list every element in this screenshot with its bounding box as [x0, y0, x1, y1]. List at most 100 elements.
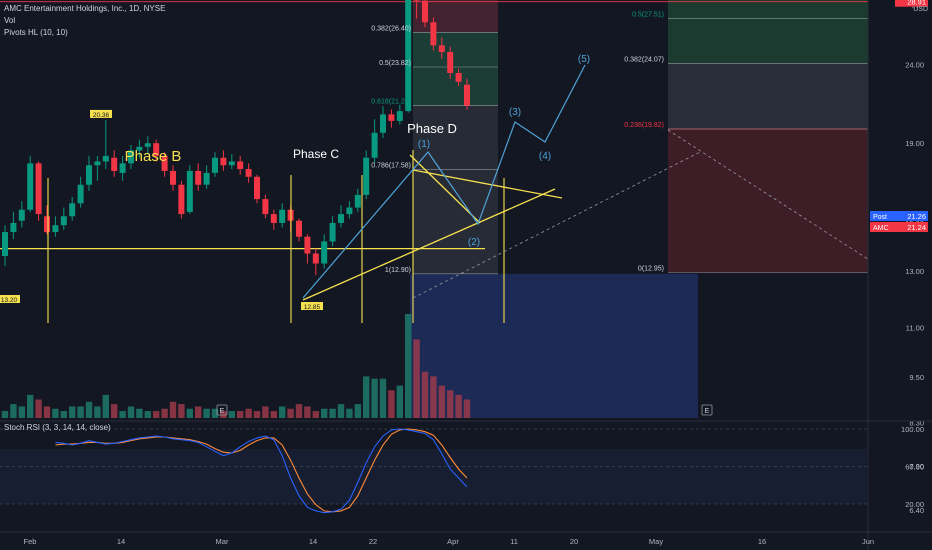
candle-body: [338, 214, 344, 223]
candle-body: [111, 157, 118, 171]
volume-bar: [413, 339, 420, 418]
candle-body: [237, 161, 244, 170]
volume-bar: [220, 411, 227, 418]
triangle-edge: [409, 154, 481, 224]
volume-bar: [312, 411, 319, 418]
price-tick: 6.40: [909, 506, 924, 515]
candle-body: [10, 222, 17, 233]
wave-label: (4): [539, 151, 551, 162]
fib-right-label: 0.236(19.82): [624, 122, 664, 129]
candle-body: [186, 170, 193, 212]
volume-bar: [144, 411, 151, 418]
volume-bar: [52, 408, 59, 418]
volume-bar: [295, 404, 303, 418]
volume-bar: [136, 408, 143, 418]
price-tick: 8.30: [909, 418, 924, 427]
fib-left-label: 0.786(17.58): [371, 162, 411, 169]
candle-body: [430, 22, 437, 46]
price-tag-label: 28.91: [907, 0, 926, 7]
candle-body: [86, 165, 92, 185]
candle-body: [388, 114, 395, 121]
candle-body: [262, 199, 269, 215]
volume-bar: [455, 394, 462, 418]
stoch-rsi-panel: 100.00 60.00 20.00: [0, 420, 932, 514]
level-lines-layer: [0, 1, 868, 275]
volume-bar: [69, 406, 76, 418]
fib-right-label: 0.382(24.07): [624, 56, 664, 63]
volume-bar: [18, 406, 25, 418]
volume-bar: [447, 390, 454, 418]
stoch-rsi-k-line: [55, 428, 468, 514]
earnings-marker-box: [701, 404, 713, 416]
pivot-tag-bg: [90, 109, 112, 118]
candle-body: [413, 0, 420, 1]
volume-bar: [329, 408, 336, 418]
candle-body: [346, 207, 353, 215]
time-tick: Apr: [447, 537, 459, 546]
price-tag-value: 21.24: [907, 223, 926, 232]
volume-bar: [421, 371, 429, 418]
candle-body: [220, 157, 227, 166]
time-tick: Mar: [216, 537, 229, 546]
pivot-tag-label: 20.36: [93, 112, 110, 119]
candle-body: [35, 163, 42, 215]
volume-bar: [388, 390, 395, 418]
candle-body: [396, 111, 403, 121]
currency-label[interactable]: USD: [913, 6, 928, 13]
volume-bar: [287, 408, 294, 418]
candle-body: [455, 72, 462, 82]
candle-body: [380, 114, 386, 133]
projection-zone-blue: [410, 273, 698, 418]
candle-body: [438, 45, 445, 53]
time-tick: 20: [570, 537, 578, 546]
chart-title: AMC Entertainment Holdings, Inc., 1D, NY…: [4, 4, 166, 13]
fib-left-label: 0.618(21.24): [371, 99, 411, 106]
volume-bar: [94, 406, 101, 418]
volume-bar: [161, 408, 168, 418]
time-tick: Feb: [24, 537, 37, 546]
candle-body: [119, 163, 126, 173]
phase-d-label: Phase D: [407, 121, 457, 136]
stoch-rsi-title[interactable]: Stoch RSI (3, 3, 14, 14, close): [4, 423, 111, 432]
volume-bar: [102, 394, 109, 418]
candle-body: [203, 172, 210, 185]
candle-body: [464, 84, 470, 106]
wave-label: (2): [468, 237, 480, 248]
wave-label: (5): [578, 54, 590, 65]
volume-bar: [253, 411, 261, 418]
more-options-icon[interactable]: ···: [911, 2, 924, 13]
volume-bar: [270, 411, 277, 418]
price-tick: 24.00: [905, 60, 924, 69]
price-axis-bg: [868, 0, 932, 550]
price-tag-bg: [870, 222, 928, 232]
pivots-indicator-label[interactable]: Pivots HL (10, 10): [4, 28, 68, 37]
candle-body: [69, 203, 76, 217]
earnings-marker-label: E: [220, 408, 225, 415]
volume-bar: [405, 314, 412, 418]
price-tick: 11.00: [906, 324, 924, 333]
earnings-marker-label: E: [705, 408, 710, 415]
rsi-level-label: 60.00: [905, 463, 924, 472]
candle-body: [312, 253, 319, 264]
volume-bar: [10, 404, 17, 418]
target-zone-red-bottom: [668, 128, 868, 273]
price-tick: 13.00: [905, 267, 924, 276]
volume-bar: [430, 376, 437, 418]
volume-bar: [178, 404, 185, 418]
candle-body: [363, 157, 370, 195]
volume-bar: [371, 378, 378, 418]
candle-body: [18, 209, 25, 221]
volume-bar: [321, 408, 328, 418]
price-tick: 19.00: [905, 139, 924, 148]
candle-body: [102, 155, 109, 162]
candle-body: [128, 150, 134, 164]
volume-bar: [262, 406, 269, 418]
volume-bar: [77, 406, 84, 418]
vol-indicator-label[interactable]: Vol: [4, 16, 16, 25]
target-zone-green: [668, 0, 868, 64]
fib-zone-green: [413, 32, 498, 106]
volume-bar: [203, 408, 210, 418]
wave-label: (1): [418, 139, 430, 150]
